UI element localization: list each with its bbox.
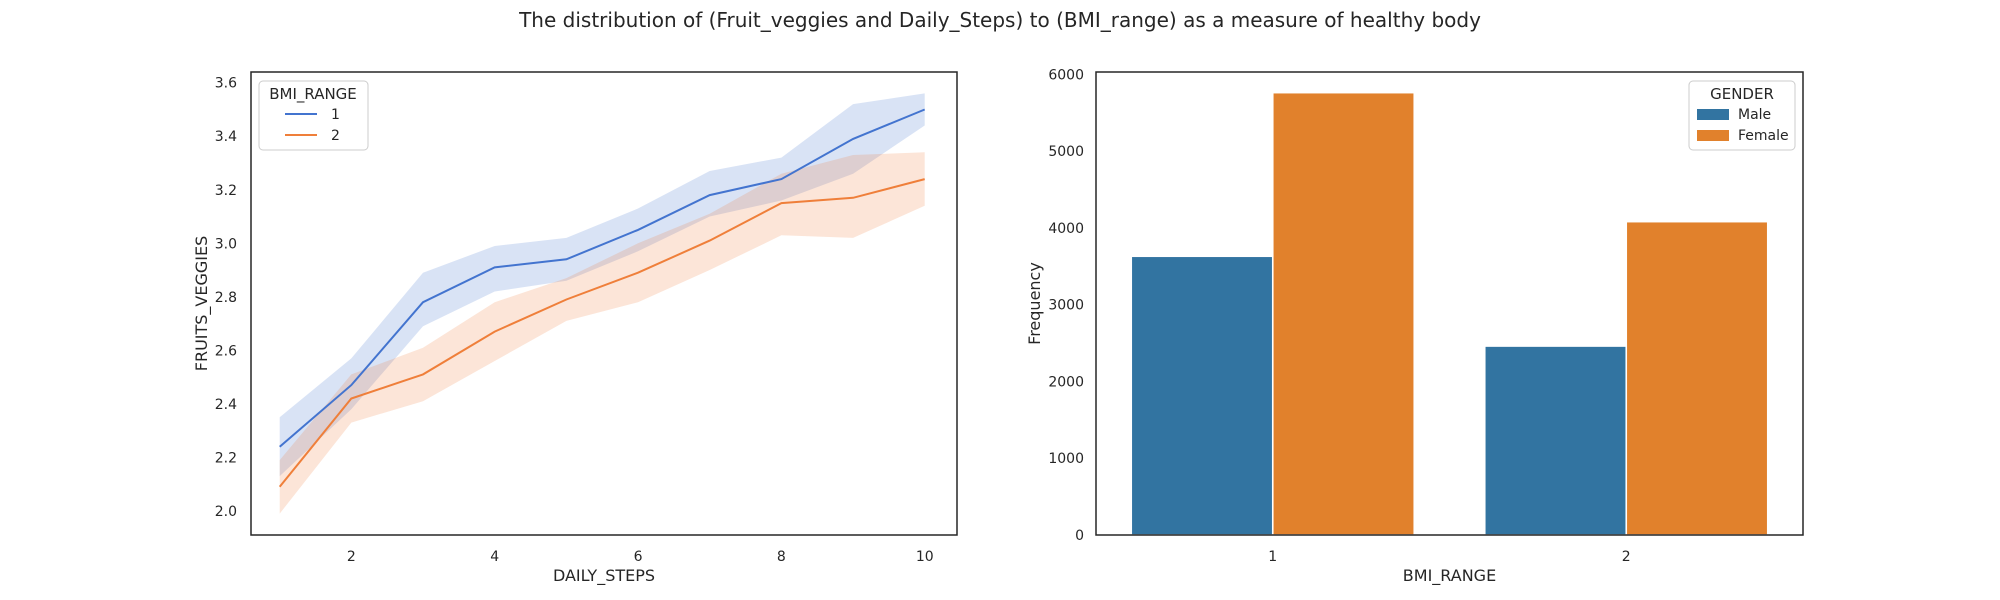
y-axis-label: FRUITS_VEGGIES [192,236,212,372]
y-tick-label: 2.0 [215,504,237,520]
figure-title: The distribution of (Fruit_veggies and D… [519,8,1481,32]
bar-female-1 [1272,91,1415,536]
y-tick-label: 3.2 [215,183,237,199]
y-tick-label: 3.4 [215,129,237,145]
legend-swatch-male [1697,109,1729,120]
legend-box [258,80,369,151]
legend-bmi-range: BMI_RANGE 1 2 [258,80,369,151]
bar-male-1 [1130,255,1274,536]
y-tick-label: 2.4 [215,397,237,413]
x-tick-label: 4 [490,549,499,565]
y-tick-label: 3000 [1048,298,1084,314]
ci-band-series-2 [279,152,925,514]
plot-frame-left [250,71,958,536]
y-tick-label: 3.6 [215,76,237,92]
y-tick-label: 5000 [1048,144,1084,160]
x-tick-label: 1 [1268,549,1277,565]
x-axis-label: DAILY_STEPS [553,566,655,586]
legend-label-2: 2 [331,128,340,144]
legend-title: GENDER [1710,85,1774,103]
y-tick-label: 2.6 [215,343,237,359]
plot-frame-right [1095,71,1804,536]
line-series-2 [278,178,925,488]
y-tick-label: 4000 [1048,221,1084,237]
ci-band-series-1 [279,93,925,477]
legend-label-1: 1 [331,107,340,123]
bar-male-2 [1484,345,1627,536]
x-tick-label: 2 [1622,549,1631,565]
y-tick-label: 6000 [1048,67,1084,83]
y-tick-label: 2.8 [215,290,237,306]
y-tick-label: 0 [1075,528,1084,544]
y-tick-label: 2000 [1048,374,1084,390]
bar-chart: 1 2 0 1000 2000 3000 4000 5000 6000 BMI_RANGE Freq… [1025,67,1804,586]
legend-gender: GENDER Male Female [1688,80,1796,151]
x-tick-label: 8 [777,549,786,565]
y-axis-label: Frequency [1025,262,1044,345]
x-axis-label: BMI_RANGE [1403,566,1496,586]
y-tick-label: 1000 [1048,451,1084,467]
bar-female-2 [1625,220,1769,536]
x-tick-label: 10 [916,549,934,565]
x-tick-label: 6 [634,549,643,565]
y-tick-label: 3.0 [215,236,237,252]
line-chart: 2 4 6 8 10 2.0 2.2 2.4 2.6 2.8 3.0 3.2 3.4 3.6 DAILY_S… [192,71,958,586]
legend-title: BMI_RANGE [269,85,357,104]
line-series-1 [279,108,926,448]
y-tick-label: 2.2 [215,450,237,466]
legend-label-male: Male [1738,107,1771,123]
legend-label-female: Female [1738,128,1789,144]
legend-swatch-female [1697,130,1729,141]
x-tick-label: 2 [347,549,356,565]
